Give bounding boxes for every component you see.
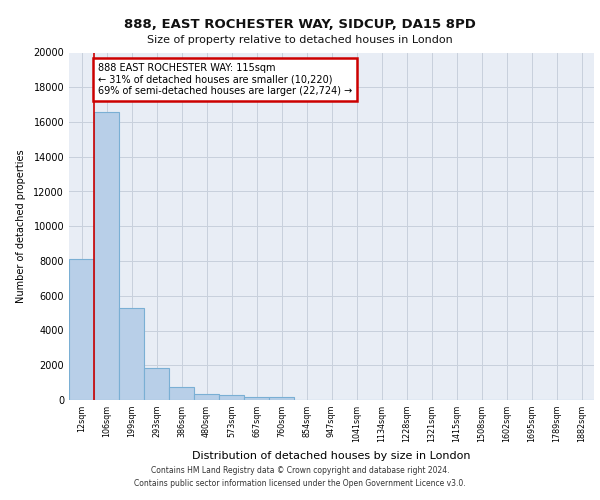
X-axis label: Distribution of detached houses by size in London: Distribution of detached houses by size … [192,450,471,460]
Bar [94,112,119,400]
Text: 888 EAST ROCHESTER WAY: 115sqm
← 31% of detached houses are smaller (10,220)
69%: 888 EAST ROCHESTER WAY: 115sqm ← 31% of … [98,63,352,96]
Bar [119,308,144,400]
Bar [269,398,294,400]
Bar [244,396,269,400]
Bar [69,260,94,400]
Text: Size of property relative to detached houses in London: Size of property relative to detached ho… [147,35,453,45]
Bar [194,394,219,400]
Text: 888, EAST ROCHESTER WAY, SIDCUP, DA15 8PD: 888, EAST ROCHESTER WAY, SIDCUP, DA15 8P… [124,18,476,30]
Y-axis label: Number of detached properties: Number of detached properties [16,150,26,303]
Text: Contains HM Land Registry data © Crown copyright and database right 2024.
Contai: Contains HM Land Registry data © Crown c… [134,466,466,487]
Bar [169,387,194,400]
Bar [144,368,169,400]
Bar [219,396,244,400]
